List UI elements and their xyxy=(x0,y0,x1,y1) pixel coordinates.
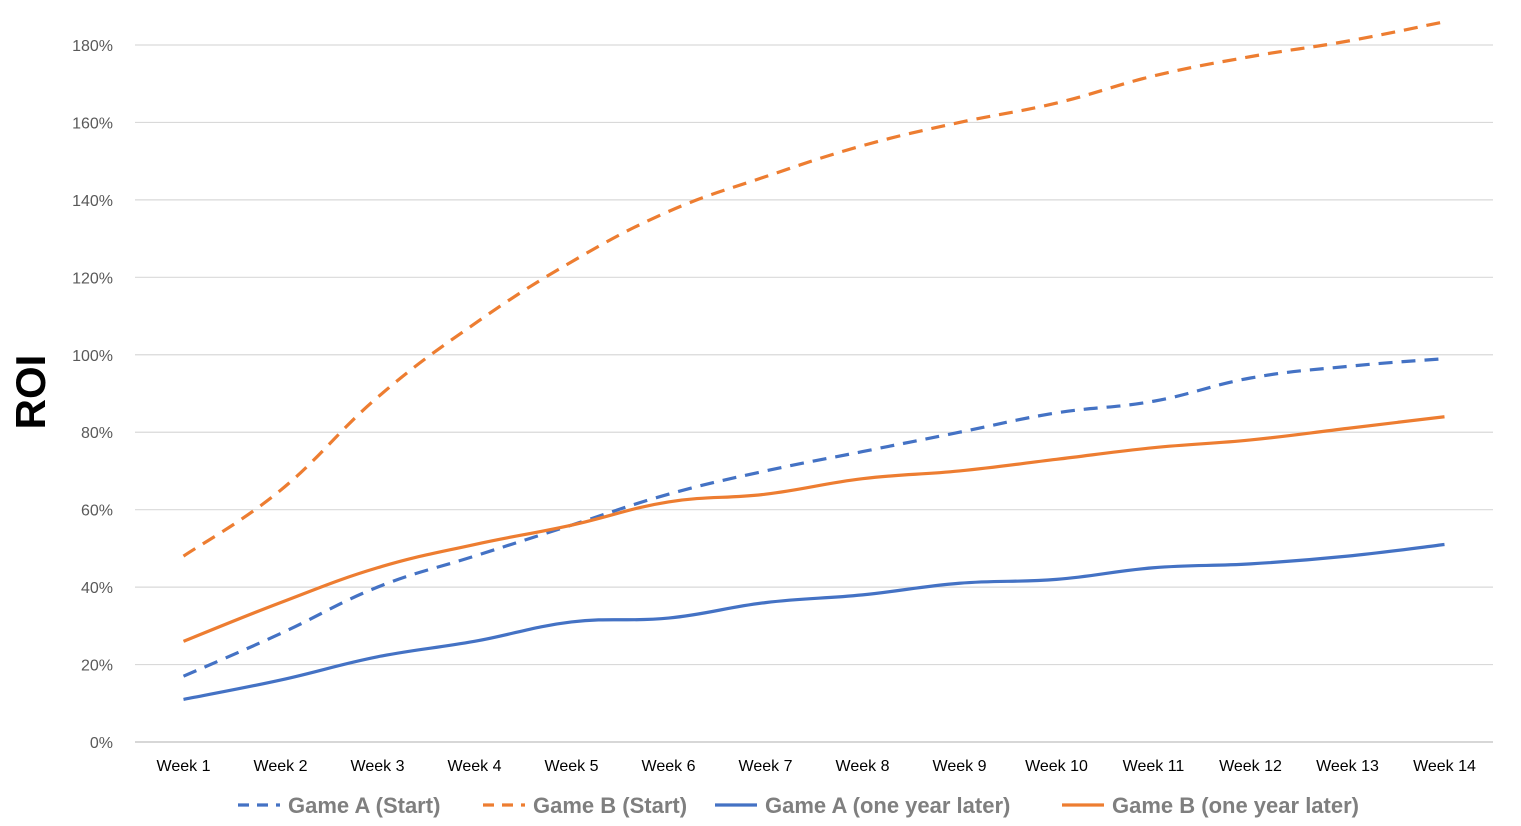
x-tick-label: Week 3 xyxy=(351,758,405,775)
series-line-game-a-start xyxy=(182,357,1445,678)
series-line-game-b-start xyxy=(182,20,1445,558)
y-tick-label: 80% xyxy=(81,425,113,442)
series-lines xyxy=(182,20,1445,701)
legend-item: Game A (one year later) xyxy=(715,793,1010,818)
y-axis-label: ROI xyxy=(7,355,54,430)
x-tick-label: Week 4 xyxy=(448,758,502,775)
x-tick-label: Week 13 xyxy=(1316,758,1379,775)
legend-item: Game B (one year later) xyxy=(1062,793,1359,818)
x-tick-label: Week 11 xyxy=(1123,758,1185,775)
legend-label: Game A (one year later) xyxy=(765,793,1010,818)
x-tick-label: Week 10 xyxy=(1025,758,1088,775)
y-tick-label: 20% xyxy=(81,658,113,675)
x-tick-label: Week 9 xyxy=(933,758,987,775)
x-tick-label: Week 2 xyxy=(254,758,308,775)
legend-item: Game B (Start) xyxy=(483,793,687,818)
y-tick-label: 120% xyxy=(72,270,113,287)
y-tick-label: 100% xyxy=(72,348,113,365)
y-tick-label: 160% xyxy=(72,115,113,132)
x-tick-label: Week 7 xyxy=(739,758,793,775)
x-axis-ticks: Week 1 Week 2 Week 3 Week 4 Week 5 Week 6 Week… xyxy=(157,758,1477,775)
series-line-game-b-one-year-later xyxy=(182,415,1445,643)
y-tick-label: 60% xyxy=(81,503,113,520)
grid-lines xyxy=(135,44,1493,743)
y-tick-label: 40% xyxy=(81,580,113,597)
x-tick-label: Week 6 xyxy=(642,758,696,775)
y-tick-label: 0% xyxy=(90,735,113,752)
x-tick-label: Week 8 xyxy=(836,758,890,775)
legend: Game A (Start) Game B (Start) Game A (one … xyxy=(238,793,1359,818)
series-line-game-a-one-year-later xyxy=(183,542,1445,701)
x-tick-label: Week 14 xyxy=(1413,758,1476,775)
x-tick-label: Week 1 xyxy=(157,758,211,775)
y-tick-label: 140% xyxy=(72,193,113,210)
legend-item: Game A (Start) xyxy=(238,793,440,818)
legend-label: Game B (Start) xyxy=(533,793,687,818)
legend-label: Game A (Start) xyxy=(288,793,440,818)
x-tick-label: Week 5 xyxy=(545,758,599,775)
y-tick-label: 180% xyxy=(72,38,113,55)
x-tick-label: Week 12 xyxy=(1219,758,1282,775)
legend-label: Game B (one year later) xyxy=(1112,793,1359,818)
y-axis-ticks: 0% 20% 40% 60% 80% 100% 120% 140% 160% 180% xyxy=(72,38,113,752)
